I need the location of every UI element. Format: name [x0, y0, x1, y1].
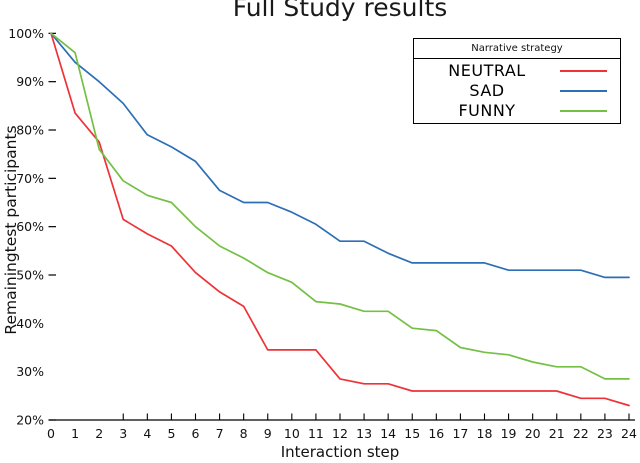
x-tick-label: 11	[308, 426, 324, 441]
y-tick-label: 40%	[16, 316, 44, 331]
x-tick-label: 5	[167, 426, 175, 441]
x-tick-label: 0	[47, 426, 55, 441]
y-tick-label: 70%	[16, 171, 44, 186]
x-tick-label: 10	[284, 426, 300, 441]
x-tick-label: 23	[597, 426, 613, 441]
legend-line-neutral	[560, 70, 607, 72]
series-line-sad	[50, 32, 630, 279]
x-tick-label: 24	[621, 426, 637, 441]
x-tick-label: 16	[428, 426, 444, 441]
chart-title: Full Study results	[232, 0, 448, 22]
x-tick-label: 20	[525, 426, 541, 441]
legend-title: Narrative strategy	[414, 39, 620, 59]
x-tick-label: 4	[143, 426, 151, 441]
series-line-funny	[50, 32, 630, 380]
x-tick-label: 3	[119, 426, 127, 441]
legend-entry-funny: FUNNY	[414, 101, 620, 121]
x-tick-label: 15	[404, 426, 420, 441]
y-tick-label: 20%	[16, 413, 44, 428]
series-line-neutral	[50, 32, 630, 407]
x-tick-label: 17	[452, 426, 468, 441]
y-axis-label: Remainingtest participants	[2, 125, 20, 334]
x-tick-label: 12	[332, 426, 348, 441]
x-tick-label: 9	[264, 426, 272, 441]
x-tick-label: 6	[192, 426, 200, 441]
x-tick-label: 21	[549, 426, 565, 441]
legend-label-funny: FUNNY	[458, 101, 516, 120]
y-tick-label: 100%	[8, 26, 44, 41]
x-tick-label: 19	[501, 426, 517, 441]
x-tick-label: 14	[380, 426, 396, 441]
x-tick-label: 7	[216, 426, 224, 441]
legend-label-sad: SAD	[469, 81, 505, 100]
legend-label-neutral: NEUTRAL	[448, 61, 526, 80]
x-tick-label: 13	[356, 426, 372, 441]
y-tick-label: 90%	[16, 74, 44, 89]
y-tick-label: 30%	[16, 364, 44, 379]
legend-line-funny	[560, 110, 607, 112]
legend-line-sad	[560, 90, 607, 92]
y-tick-label: 80%	[16, 123, 44, 138]
x-tick-label: 1	[71, 426, 79, 441]
legend-entry-sad: SAD	[414, 81, 620, 101]
x-tick-label: 2	[95, 426, 103, 441]
y-tick-label: 50%	[16, 268, 44, 283]
x-tick-label: 22	[573, 426, 589, 441]
x-tick-label: 18	[477, 426, 493, 441]
y-tick-label: 60%	[16, 219, 44, 234]
legend-entries: NEUTRAL SAD FUNNY	[414, 59, 620, 123]
legend-entry-neutral: NEUTRAL	[414, 61, 620, 81]
legend: Narrative strategy NEUTRAL SAD FUNNY	[413, 38, 621, 124]
x-tick-label: 8	[240, 426, 248, 441]
x-axis-label: Interaction step	[281, 443, 400, 461]
